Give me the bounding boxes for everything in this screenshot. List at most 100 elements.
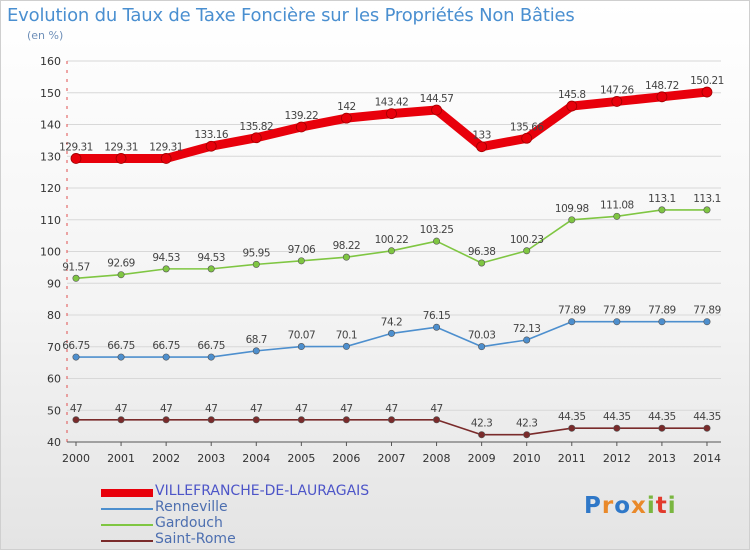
data-label: 135.66 [510, 121, 545, 133]
data-label: 142 [337, 101, 356, 113]
x-tick-label: 2012 [603, 452, 631, 465]
data-label: 72.13 [513, 323, 541, 335]
data-label: 47 [340, 403, 352, 415]
data-label: 147.26 [600, 84, 635, 96]
data-label: 77.89 [693, 305, 721, 317]
data-label: 47 [160, 403, 172, 415]
data-point [162, 353, 170, 361]
data-point [162, 265, 170, 273]
data-label: 111.08 [600, 199, 634, 211]
y-tick-label: 130 [40, 150, 61, 163]
data-point [297, 343, 305, 351]
data-label: 100.23 [510, 234, 544, 246]
data-label: 98.22 [333, 240, 361, 252]
y-tick-label: 110 [40, 214, 61, 227]
data-label: 77.89 [558, 305, 586, 317]
data-label: 92.69 [107, 258, 135, 270]
data-label: 44.35 [603, 411, 631, 423]
data-label: 66.75 [152, 340, 180, 352]
unit-label: (en %) [27, 29, 64, 42]
data-point [568, 318, 576, 326]
legend-label: Saint-Rome [155, 531, 236, 547]
data-point [658, 206, 666, 214]
data-point [701, 86, 713, 98]
data-point [431, 104, 442, 116]
data-point [568, 216, 576, 224]
data-label: 47 [295, 403, 307, 415]
data-point [72, 274, 80, 282]
data-point [613, 318, 621, 326]
data-point [386, 108, 397, 120]
data-label: 97.06 [288, 244, 316, 256]
data-point [433, 323, 441, 331]
x-tick-label: 2009 [468, 452, 496, 465]
x-tick-label: 2002 [152, 452, 180, 465]
data-point [523, 431, 531, 439]
legend-swatch [101, 489, 153, 497]
data-point [117, 353, 125, 361]
data-label: 70.07 [288, 330, 316, 342]
data-point [252, 347, 260, 355]
x-tick-label: 2007 [377, 452, 405, 465]
legend-item: Saint-Rome [101, 531, 421, 547]
y-tick-label: 50 [47, 404, 61, 417]
data-point [252, 416, 260, 424]
data-point [476, 141, 488, 153]
data-label: 113.1 [648, 193, 676, 205]
y-tick-label: 90 [47, 277, 61, 290]
data-point [613, 212, 621, 220]
data-point [703, 318, 711, 326]
data-point [658, 424, 666, 432]
x-tick-label: 2010 [513, 452, 541, 465]
data-point [478, 259, 486, 267]
data-label: 96.38 [468, 246, 496, 258]
data-point [162, 416, 170, 424]
legend-swatch [101, 524, 153, 526]
data-label: 100.22 [375, 234, 409, 246]
data-point [250, 132, 262, 144]
data-point [703, 424, 711, 432]
data-label: 144.57 [420, 93, 454, 105]
data-label: 133 [472, 130, 491, 142]
data-point [568, 424, 576, 432]
data-point [611, 96, 623, 107]
legend-label: VILLEFRANCHE-DE-LAURAGAIS [155, 483, 370, 499]
data-label: 74.2 [381, 316, 402, 328]
data-label: 113.1 [693, 193, 721, 205]
data-label: 91.57 [62, 261, 90, 273]
data-label: 135.82 [239, 121, 273, 133]
legend-item: Renneville [101, 499, 421, 515]
data-label: 47 [115, 403, 127, 415]
data-point [613, 424, 621, 432]
data-label: 44.35 [693, 411, 721, 423]
x-tick-label: 2005 [287, 452, 315, 465]
data-point [72, 416, 80, 424]
data-label: 47 [430, 403, 442, 415]
logo-letter: r [601, 493, 615, 519]
data-point [342, 253, 350, 261]
data-point [70, 153, 82, 164]
data-point [656, 91, 668, 103]
logo-letter: o [614, 493, 632, 519]
logo-letter: x [631, 493, 647, 519]
y-tick-label: 140 [40, 119, 61, 132]
y-tick-label: 100 [40, 246, 61, 259]
data-point [72, 353, 80, 361]
data-point [433, 416, 441, 424]
legend-item: Gardouch [101, 515, 421, 531]
x-tick-label: 2001 [107, 452, 135, 465]
data-point [523, 247, 531, 255]
data-label: 44.35 [648, 411, 676, 423]
data-label: 70.1 [336, 329, 357, 341]
data-label: 66.75 [62, 340, 90, 352]
data-point [387, 329, 395, 337]
data-point [387, 247, 395, 255]
data-label: 143.42 [375, 97, 409, 109]
data-point [342, 416, 350, 424]
y-tick-label: 40 [47, 436, 61, 449]
data-point [478, 343, 486, 351]
data-label: 70.03 [468, 330, 496, 342]
x-tick-label: 2006 [332, 452, 360, 465]
data-label: 148.72 [645, 80, 679, 92]
